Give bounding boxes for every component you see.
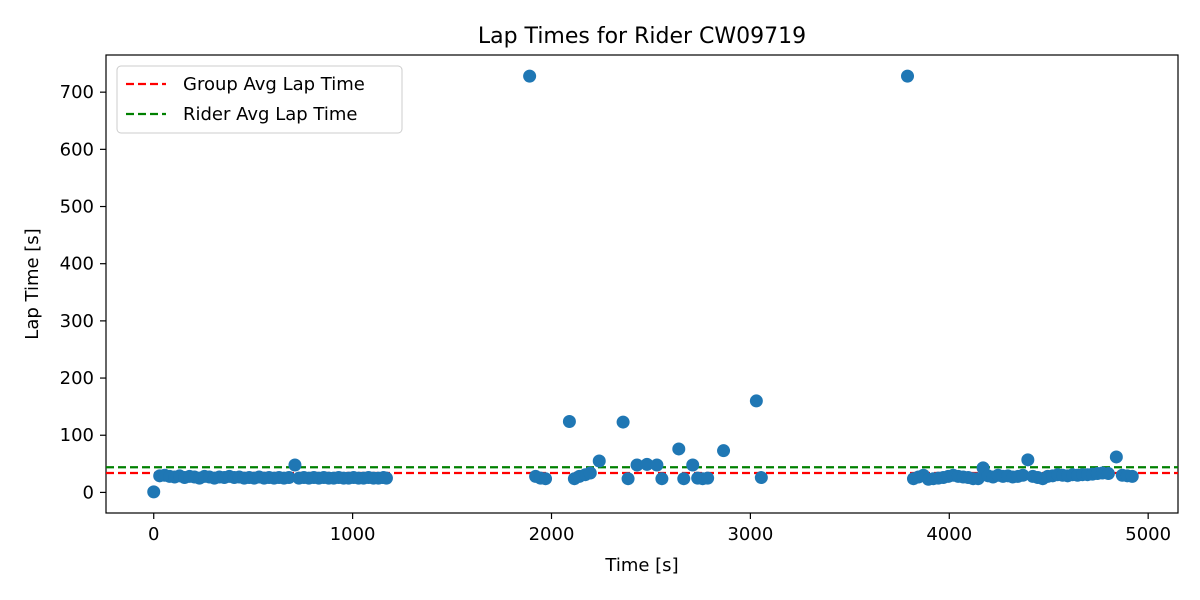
data-point	[672, 442, 686, 456]
x-tick-label: 5000	[1125, 524, 1171, 545]
data-point	[630, 458, 644, 472]
data-points	[147, 69, 1139, 499]
y-tick-label: 600	[60, 139, 94, 160]
data-point	[717, 444, 731, 458]
data-point	[592, 454, 606, 468]
data-point	[971, 472, 985, 486]
x-tick-label: 3000	[727, 524, 773, 545]
plot-area	[105, 54, 1179, 514]
data-point	[583, 466, 597, 480]
y-tick-label: 100	[60, 425, 94, 446]
data-point	[901, 69, 915, 83]
data-point	[1016, 468, 1030, 482]
x-tick-label: 2000	[529, 524, 575, 545]
y-tick-label: 0	[83, 482, 94, 503]
y-tick-label: 500	[60, 197, 94, 218]
y-axis-ticks: 0 100 200 300 400 500 600 700	[60, 82, 106, 503]
y-tick-label: 400	[60, 254, 94, 275]
x-tick-label: 4000	[926, 524, 972, 545]
data-point	[147, 485, 161, 499]
data-point	[288, 458, 302, 472]
plot-frame	[105, 54, 1179, 514]
data-point	[749, 394, 763, 408]
data-point	[562, 415, 576, 429]
data-point	[523, 69, 537, 83]
legend-rider-avg-label: Rider Avg Lap Time	[183, 104, 357, 125]
data-point	[655, 472, 669, 486]
legend: Group Avg Lap Time Rider Avg Lap Time	[116, 65, 403, 134]
data-point	[754, 471, 768, 485]
data-point	[1109, 450, 1123, 464]
x-tick-label: 1000	[330, 524, 376, 545]
data-point	[621, 472, 635, 486]
x-axis-label: Time [s]	[604, 555, 678, 576]
data-point	[1125, 469, 1139, 483]
data-point	[1021, 453, 1035, 467]
data-point	[701, 471, 715, 485]
x-tick-label: 0	[148, 524, 159, 545]
y-tick-label: 300	[60, 311, 94, 332]
data-point	[650, 458, 664, 472]
y-tick-label: 200	[60, 368, 94, 389]
data-point	[640, 457, 654, 471]
chart-title: Lap Times for Rider CW09719	[478, 24, 806, 49]
y-axis-label: Lap Time [s]	[22, 228, 43, 339]
data-point	[1101, 467, 1115, 481]
legend-group-avg-label: Group Avg Lap Time	[183, 74, 365, 95]
y-tick-label: 700	[60, 82, 94, 103]
data-point	[282, 471, 296, 485]
data-point	[539, 472, 553, 486]
data-point	[677, 472, 691, 486]
x-axis-ticks: 0 1000 2000 3000 4000 5000	[148, 513, 1171, 545]
data-point	[379, 471, 393, 485]
legend-box	[116, 65, 403, 134]
data-point	[616, 415, 630, 429]
data-point	[686, 458, 700, 472]
